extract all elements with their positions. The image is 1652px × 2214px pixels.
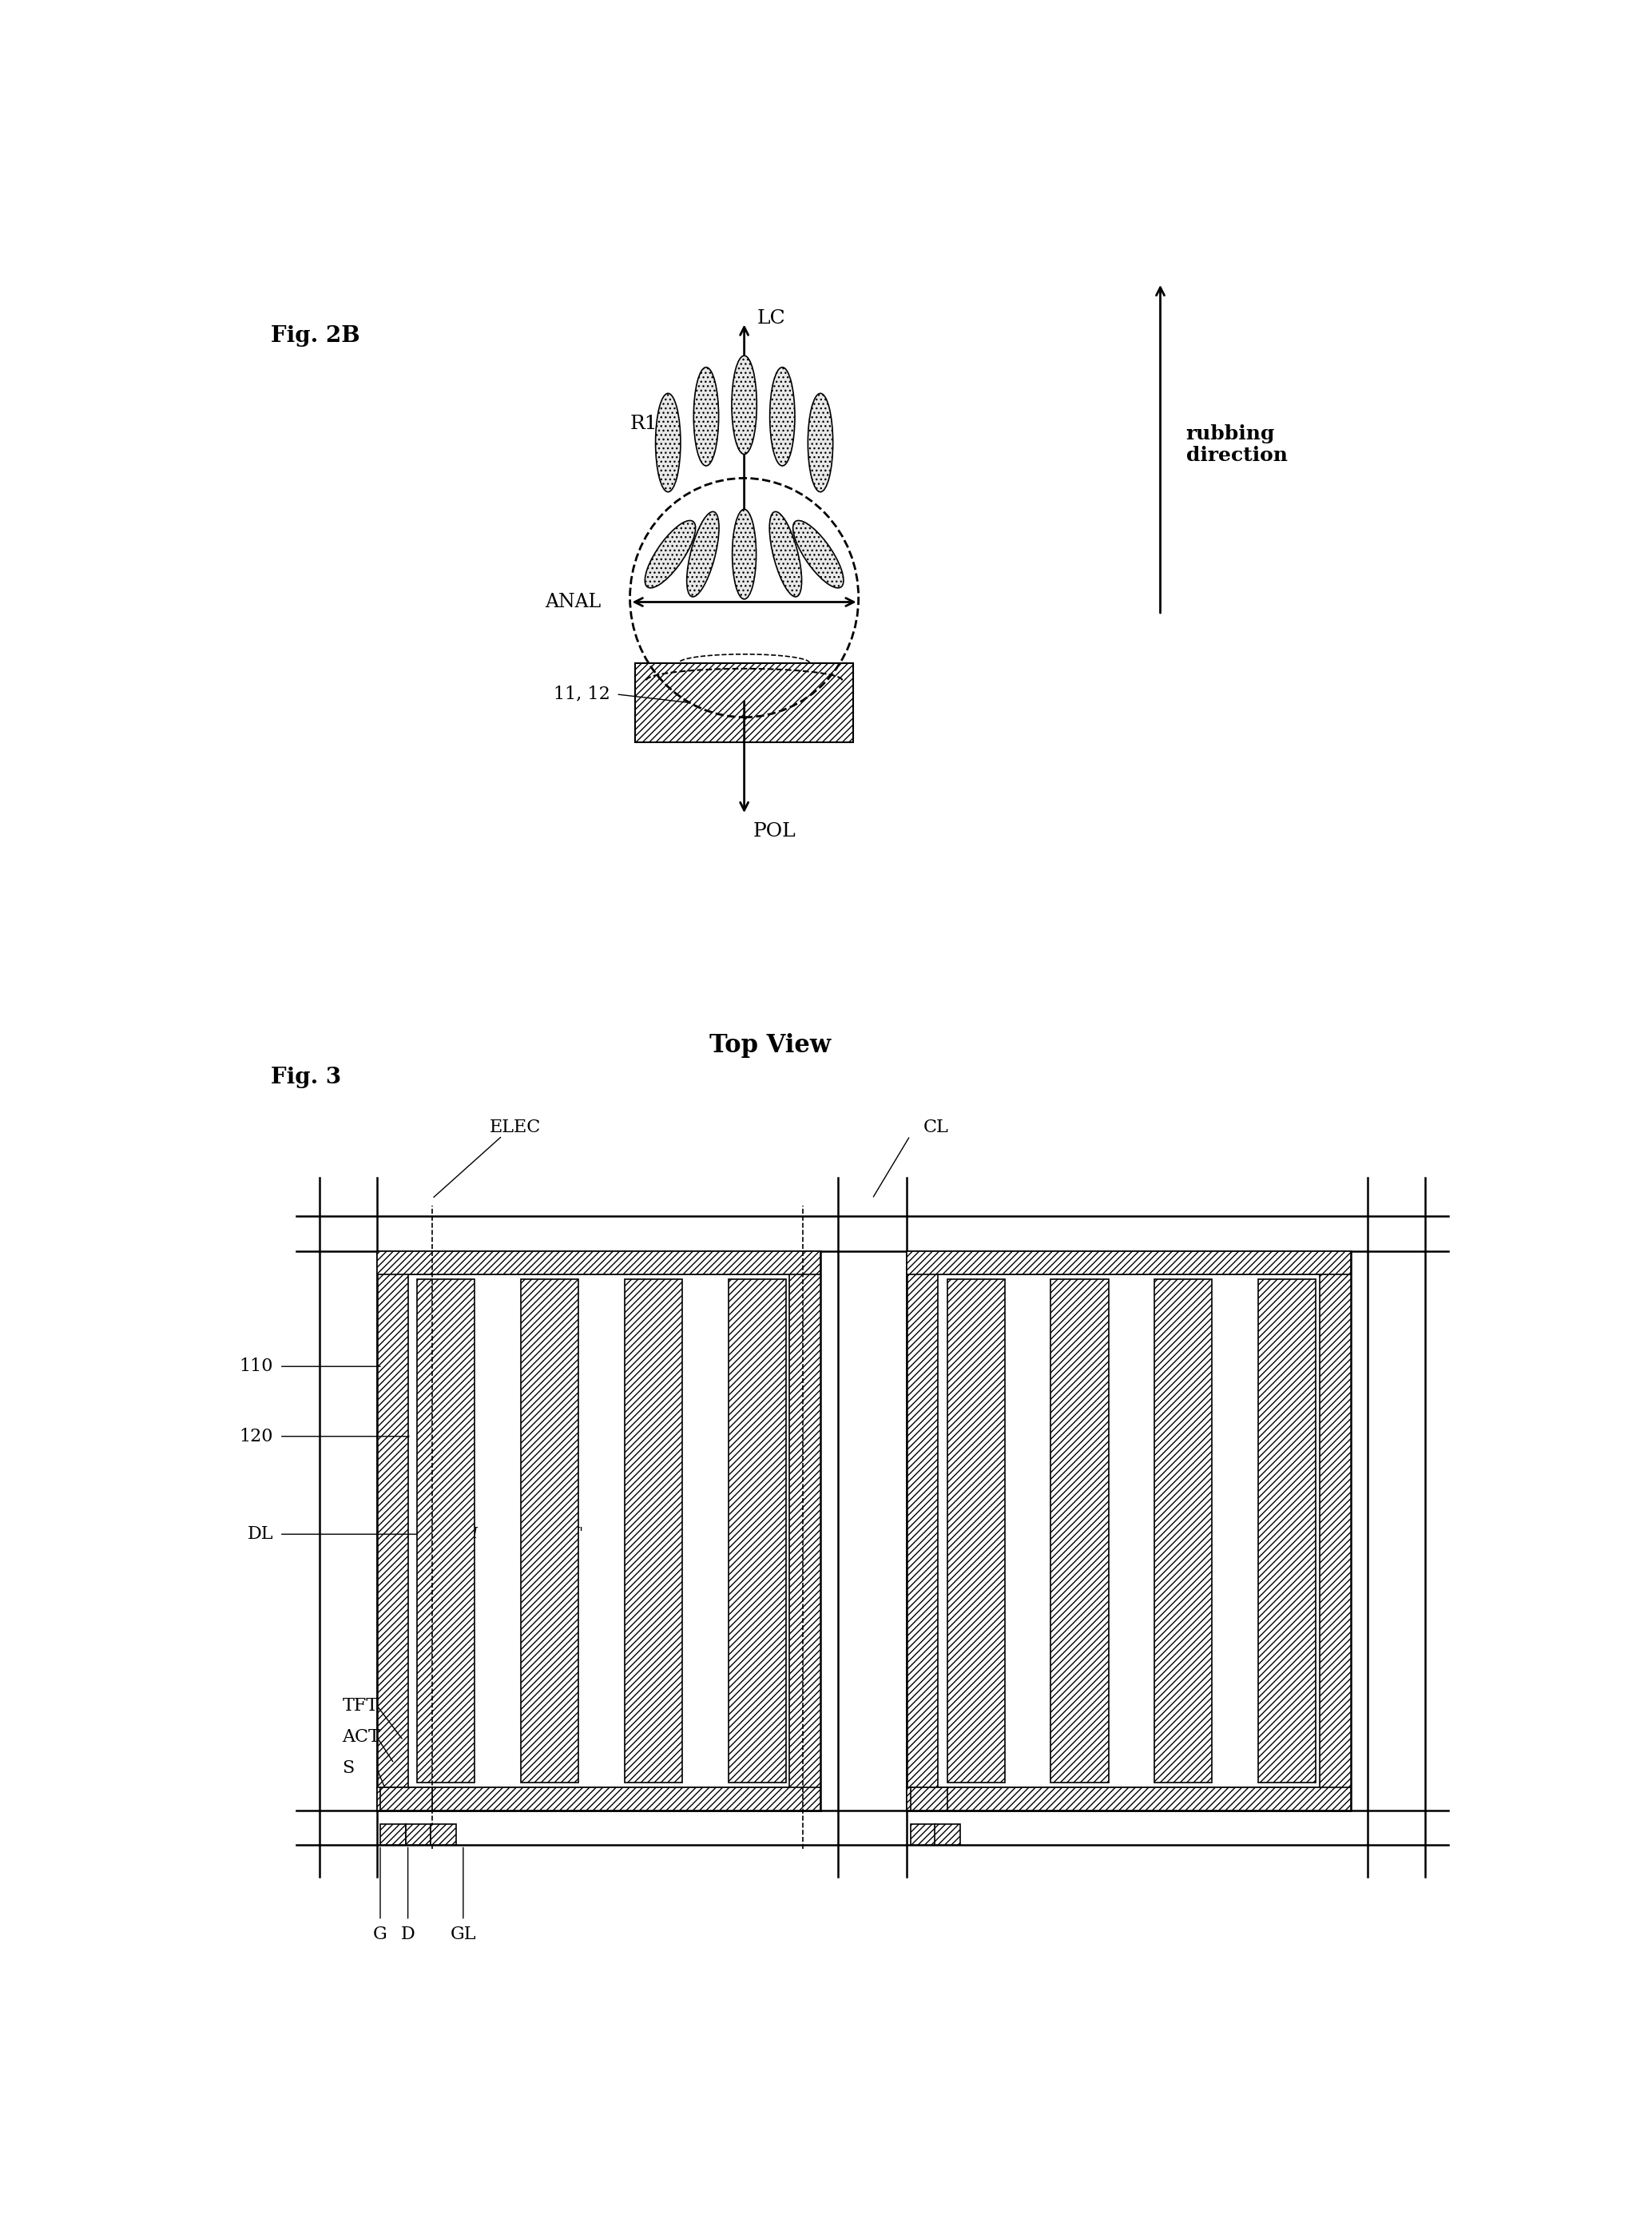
Bar [406,1824,431,1844]
Ellipse shape [644,520,695,589]
Bar [935,1824,960,1844]
Text: Fig. 3: Fig. 3 [271,1067,340,1089]
Ellipse shape [732,356,757,454]
Bar [1155,1280,1213,1782]
Text: rubbing
direction: rubbing direction [1186,425,1287,465]
Bar [938,1275,1320,1787]
Bar [1051,1280,1108,1782]
Text: G: G [373,1926,387,1944]
Ellipse shape [687,511,719,598]
Ellipse shape [770,368,795,465]
Text: CL: CL [923,1118,948,1136]
Bar [624,1280,682,1782]
Text: D: D [401,1926,415,1944]
Ellipse shape [656,394,681,492]
Bar [1259,1280,1317,1782]
Text: GL: GL [451,1926,476,1944]
Bar [416,1280,474,1782]
Text: ANAL: ANAL [545,593,601,611]
Bar [377,1251,821,1811]
Text: I': I' [573,1528,583,1541]
Text: LC: LC [757,308,786,328]
Text: 11, 12: 11, 12 [553,686,610,704]
Bar [377,1251,821,1275]
Bar [380,1824,406,1844]
Bar [910,1824,935,1844]
Bar [520,1280,578,1782]
Ellipse shape [694,368,719,465]
Bar [636,662,852,742]
Bar [408,1275,790,1787]
Ellipse shape [732,509,757,600]
Text: S: S [342,1760,355,1778]
Bar [907,1251,1350,1275]
Bar [907,1787,1350,1811]
Ellipse shape [770,511,801,598]
Text: TFT: TFT [342,1696,378,1714]
Text: ELEC: ELEC [489,1118,540,1136]
Bar [910,1787,947,1811]
Bar [431,1824,456,1844]
Text: I: I [472,1528,477,1541]
Text: ACT: ACT [342,1729,380,1745]
Bar [729,1280,786,1782]
Text: Top View: Top View [709,1032,831,1058]
Text: 120: 120 [240,1428,273,1446]
Bar [377,1787,821,1811]
Text: 110: 110 [240,1357,273,1375]
Ellipse shape [808,394,833,492]
Text: POL: POL [753,821,796,841]
Text: DL: DL [248,1525,273,1543]
Text: Fig. 2B: Fig. 2B [271,325,360,348]
Bar [947,1280,1004,1782]
Bar [907,1251,1350,1811]
Text: R1: R1 [629,414,657,434]
Ellipse shape [793,520,844,589]
Bar [380,1787,433,1811]
